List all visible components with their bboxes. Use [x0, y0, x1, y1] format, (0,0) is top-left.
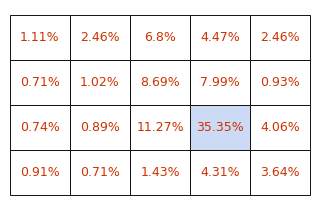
- Text: 1.43%: 1.43%: [140, 166, 180, 179]
- Bar: [70, 150, 130, 195]
- Text: 0.71%: 0.71%: [20, 76, 60, 89]
- Text: 0.91%: 0.91%: [20, 166, 60, 179]
- Text: 1.02%: 1.02%: [80, 76, 120, 89]
- Text: 35.35%: 35.35%: [196, 121, 244, 134]
- Text: 0.74%: 0.74%: [20, 121, 60, 134]
- Bar: [70, 15, 130, 60]
- Bar: [190, 15, 250, 60]
- Text: 11.27%: 11.27%: [136, 121, 184, 134]
- Bar: [250, 150, 310, 195]
- Bar: [250, 15, 310, 60]
- Text: 2.46%: 2.46%: [80, 31, 120, 44]
- Text: 4.47%: 4.47%: [200, 31, 240, 44]
- Bar: [70, 105, 130, 150]
- Bar: [190, 150, 250, 195]
- Text: 3.64%: 3.64%: [260, 166, 300, 179]
- Bar: [10, 150, 70, 195]
- Text: 1.11%: 1.11%: [20, 31, 60, 44]
- Bar: [130, 60, 190, 105]
- Text: 4.31%: 4.31%: [200, 166, 240, 179]
- Bar: [130, 15, 190, 60]
- Bar: [70, 60, 130, 105]
- Text: 8.69%: 8.69%: [140, 76, 180, 89]
- Text: 0.71%: 0.71%: [80, 166, 120, 179]
- Bar: [250, 60, 310, 105]
- Text: 2.46%: 2.46%: [260, 31, 300, 44]
- Bar: [10, 105, 70, 150]
- Bar: [190, 105, 250, 150]
- Bar: [10, 15, 70, 60]
- Text: 6.8%: 6.8%: [144, 31, 176, 44]
- Bar: [130, 150, 190, 195]
- Text: 4.06%: 4.06%: [260, 121, 300, 134]
- Text: 7.99%: 7.99%: [200, 76, 240, 89]
- Bar: [190, 60, 250, 105]
- Bar: [130, 105, 190, 150]
- Bar: [250, 105, 310, 150]
- Text: 0.93%: 0.93%: [260, 76, 300, 89]
- Bar: [10, 60, 70, 105]
- Text: 0.89%: 0.89%: [80, 121, 120, 134]
